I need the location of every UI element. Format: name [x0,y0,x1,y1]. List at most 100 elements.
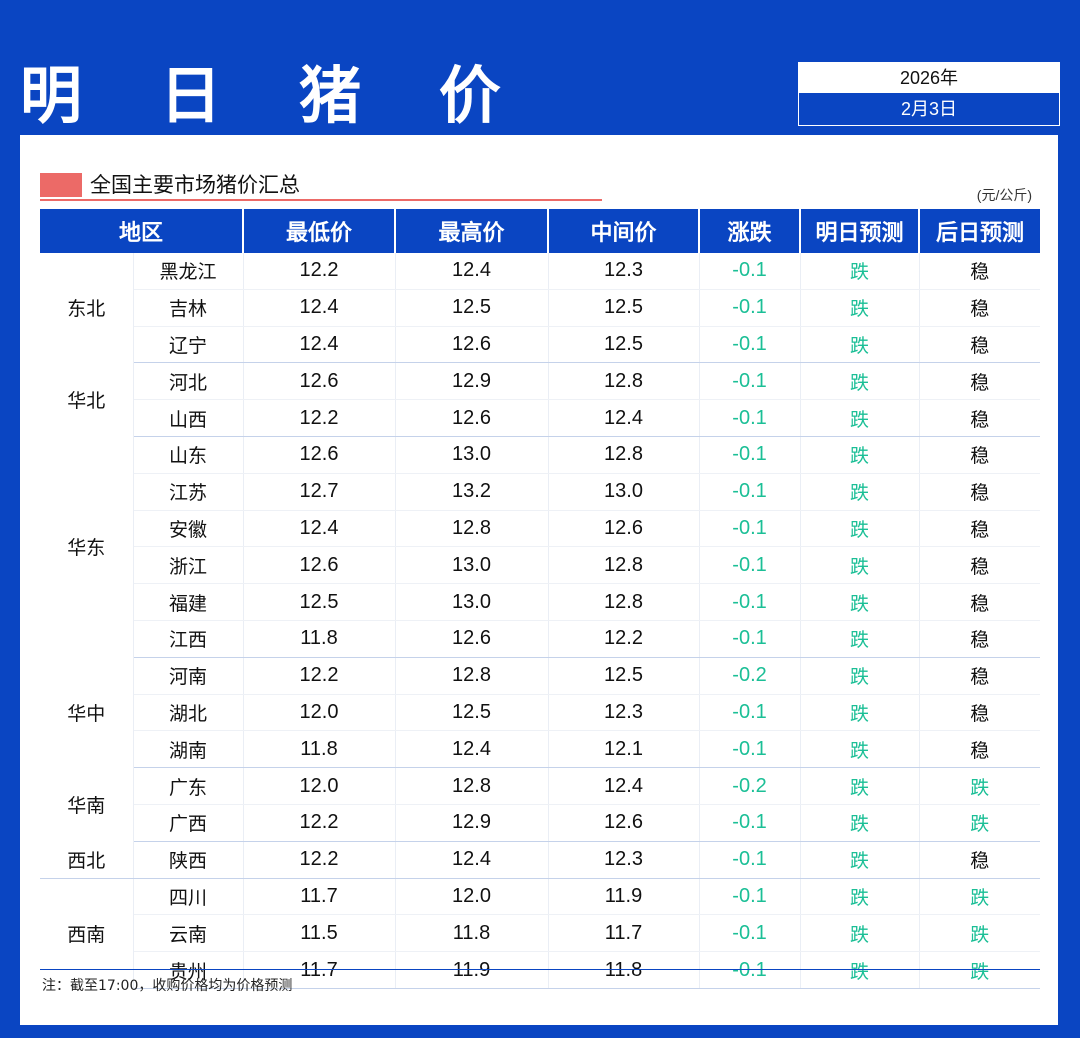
tomorrow-forecast-cell: 跌 [800,362,920,401]
high-price-cell: 13.0 [395,583,549,621]
tomorrow-forecast-cell: 跌 [800,546,920,585]
section-marker [40,173,82,197]
mid-price-cell: 13.0 [548,473,700,511]
high-price-cell: 12.8 [395,767,549,805]
high-price-cell: 13.2 [395,473,549,511]
low-price-cell: 12.0 [243,694,396,732]
tomorrow-forecast-cell: 跌 [800,473,920,511]
table-row: 云南 11.5 11.8 11.7 -0.1 跌跌 [40,914,1041,953]
table-row: 湖南 11.8 12.4 12.1 -0.1 跌稳 [40,730,1041,769]
tomorrow-forecast-cell: 跌 [800,878,920,916]
high-price-cell: 12.9 [395,362,549,401]
change-cell: -0.1 [699,914,801,953]
province-cell: 吉林 [133,289,244,327]
mid-price-cell: 12.8 [548,546,700,585]
col-header-after: 后日预测 [919,209,1041,253]
date-box: 2026年 2月3日 [798,62,1060,126]
low-price-cell: 11.5 [243,914,396,953]
high-price-cell: 13.0 [395,546,549,585]
province-cell: 河北 [133,362,244,401]
change-cell: -0.1 [699,583,801,621]
mid-price-cell: 12.6 [548,804,700,842]
high-price-cell: 12.4 [395,730,549,769]
table-body: 东北 黑龙江 12.2 12.4 12.3 -0.1 跌稳吉林 12.4 12.5 12.5 -0.… [40,253,1041,989]
mid-price-cell: 12.8 [548,362,700,401]
table-row: 江苏 12.7 13.2 13.0 -0.1 跌稳 [40,473,1041,511]
tomorrow-forecast-cell: 跌 [800,583,920,621]
change-cell: -0.1 [699,362,801,401]
change-cell: -0.1 [699,253,801,290]
col-header-high: 最高价 [395,209,550,253]
change-cell: -0.1 [699,694,801,732]
col-header-mid: 中间价 [548,209,701,253]
col-header-tomorrow: 明日预测 [800,209,921,253]
tomorrow-forecast-cell: 跌 [800,326,920,364]
table-row: 华南 广东 12.0 12.8 12.4 -0.2 跌跌 [40,767,1041,842]
region-cell: 华北 [40,362,134,437]
table-row: 山西 12.2 12.6 12.4 -0.1 跌稳 [40,399,1041,437]
after-forecast-cell: 稳 [919,510,1041,548]
low-price-cell: 12.2 [243,804,396,842]
high-price-cell: 11.8 [395,914,549,953]
after-forecast-cell: 稳 [919,841,1041,879]
tomorrow-forecast-cell: 跌 [800,951,920,989]
low-price-cell: 12.2 [243,841,396,879]
high-price-cell: 12.0 [395,878,549,916]
low-price-cell: 12.2 [243,399,396,437]
change-cell: -0.1 [699,730,801,769]
change-cell: -0.2 [699,767,801,805]
low-price-cell: 12.2 [243,657,396,695]
change-cell: -0.1 [699,951,801,989]
after-forecast-cell: 稳 [919,362,1041,401]
high-price-cell: 12.5 [395,289,549,327]
content-panel: 全国主要市场猪价汇总 (元/公斤) 地区 最低价 最高价 中间价 涨跌 明日预测… [20,135,1058,1025]
low-price-cell: 12.6 [243,436,396,474]
high-price-cell: 11.9 [395,951,549,989]
table-row: 安徽 12.4 12.8 12.6 -0.1 跌稳 [40,510,1041,548]
table-row: 江西 11.8 12.6 12.2 -0.1 跌稳 [40,620,1041,658]
date-day: 2月3日 [900,99,958,119]
col-header-low: 最低价 [243,209,397,253]
tomorrow-forecast-cell: 跌 [800,657,920,695]
province-cell: 河南 [133,657,244,695]
change-cell: -0.1 [699,878,801,916]
high-price-cell: 13.0 [395,436,549,474]
province-cell: 广西 [133,804,244,842]
province-cell: 黑龙江 [133,253,244,290]
mid-price-cell: 12.3 [548,841,700,879]
table-row: 广西 12.2 12.9 12.6 -0.1 跌跌 [40,804,1041,842]
change-cell: -0.2 [699,657,801,695]
mid-price-cell: 11.9 [548,878,700,916]
page-title: 明 日 猪 价 [20,59,529,132]
table-row: 西北 陕西 12.2 12.4 12.3 -0.1 跌稳 [40,841,1041,879]
low-price-cell: 12.5 [243,583,396,621]
table-row: 吉林 12.4 12.5 12.5 -0.1 跌稳 [40,289,1041,327]
region-cell: 西北 [40,841,134,879]
province-cell: 辽宁 [133,326,244,364]
tomorrow-forecast-cell: 跌 [800,253,920,290]
mid-price-cell: 12.8 [548,583,700,621]
tomorrow-forecast-cell: 跌 [800,694,920,732]
tomorrow-forecast-cell: 跌 [800,767,920,805]
table-row: 东北 黑龙江 12.2 12.4 12.3 -0.1 跌稳 [40,253,1041,363]
col-header-region: 地区 [40,209,245,253]
high-price-cell: 12.4 [395,841,549,879]
low-price-cell: 12.4 [243,289,396,327]
tomorrow-forecast-cell: 跌 [800,510,920,548]
mid-price-cell: 12.6 [548,510,700,548]
change-cell: -0.1 [699,510,801,548]
low-price-cell: 12.6 [243,362,396,401]
after-forecast-cell: 跌 [919,804,1041,842]
region-cell: 华中 [40,657,134,768]
change-cell: -0.1 [699,436,801,474]
province-cell: 贵州 [133,951,244,989]
after-forecast-cell: 稳 [919,436,1041,474]
province-cell: 山东 [133,436,244,474]
change-cell: -0.1 [699,546,801,585]
mid-price-cell: 12.8 [548,436,700,474]
mid-price-cell: 12.3 [548,694,700,732]
mid-price-cell: 12.2 [548,620,700,658]
change-cell: -0.1 [699,620,801,658]
low-price-cell: 12.4 [243,510,396,548]
tomorrow-forecast-cell: 跌 [800,289,920,327]
